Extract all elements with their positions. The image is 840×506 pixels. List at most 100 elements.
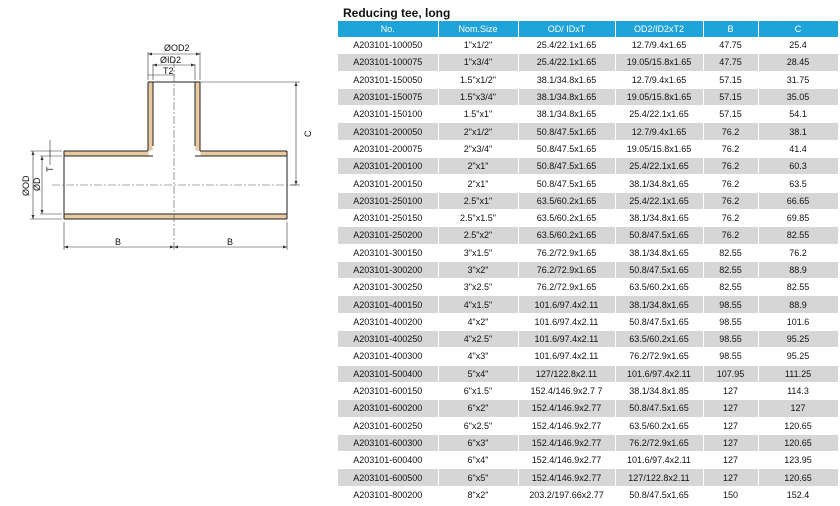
table-row: A203101-200050 2"x1/2" 50.8/47.5x1.65 12.7/…: [338, 122, 839, 141]
cell-part-number: A203101-200150: [338, 174, 439, 193]
spec-table: No. Nom.Size OD/ IDxT OD2/ID2xT2 B C A20…: [338, 21, 839, 505]
cell-od-id-t: 38.1/34.8x1.65: [518, 105, 616, 124]
cell-nom-size: 1"x3/4": [438, 53, 519, 72]
cell-b: 57.15: [703, 71, 759, 89]
cell-b: 76.2: [703, 226, 759, 245]
cell-od2-id2-t2: 25.4/22.1x1.65: [615, 157, 704, 176]
table-row: A203101-800200 8"x2" 203.2/197.66x2.77 50.8…: [338, 486, 839, 505]
cell-c: 120.65: [758, 434, 839, 453]
cell-od-id-t: 152.4/146.9x2.77: [518, 451, 616, 470]
cell-od-id-t: 38.1/34.8x1.65: [518, 71, 616, 89]
cell-b: 47.75: [703, 53, 759, 72]
cell-od2-id2-t2: 19.05/15.8x1.65: [615, 53, 704, 72]
cell-od2-id2-t2: 76.2/72.9x1.65: [615, 434, 704, 453]
cell-nom-size: 3"x2.5": [438, 278, 519, 297]
cell-nom-size: 6"x5": [438, 468, 519, 487]
cell-c: 120.65: [758, 468, 839, 487]
cell-b: 57.15: [703, 88, 759, 107]
cell-c: 31.75: [758, 71, 839, 89]
cell-part-number: A203101-600200: [338, 399, 439, 418]
table-row: A203101-600500 6"x5" 152.4/146.9x2.77 127/1…: [338, 468, 839, 487]
cell-nom-size: 1.5"x1": [438, 105, 519, 124]
cell-od-id-t: 152.4/146.9x2.7 7: [518, 382, 616, 401]
cell-nom-size: 3"x2": [438, 261, 519, 280]
cell-b: 82.55: [703, 244, 759, 262]
cell-c: 95.25: [758, 347, 839, 366]
cell-part-number: A203101-600400: [338, 451, 439, 470]
cell-od2-id2-t2: 25.4/22.1x1.65: [615, 105, 704, 124]
dim-label-b-left: B: [115, 237, 121, 247]
cell-part-number: A203101-150100: [338, 105, 439, 124]
cell-od2-id2-t2: 63.5/60.2x1.65: [615, 278, 704, 297]
cell-od-id-t: 152.4/146.9x2.77: [518, 468, 616, 487]
cell-b: 82.55: [703, 278, 759, 297]
cell-part-number: A203101-100050: [338, 37, 439, 55]
cell-c: 41.4: [758, 140, 839, 159]
cell-part-number: A203101-100075: [338, 53, 439, 72]
cell-b: 76.2: [703, 157, 759, 176]
page-title: Reducing tee, long: [343, 6, 451, 20]
table-row: A203101-100075 1"x3/4" 25.4/22.1x1.65 19.05…: [338, 53, 839, 72]
cell-nom-size: 1.5"x1/2": [438, 71, 519, 89]
cell-od-id-t: 38.1/34.8x1.65: [518, 88, 616, 107]
cell-od2-id2-t2: 50.8/47.5x1.65: [615, 226, 704, 245]
dim-label-od: ØOD: [21, 175, 31, 196]
cell-od-id-t: 152.4/146.9x2.77: [518, 399, 616, 418]
cell-c: 60.3: [758, 157, 839, 176]
cell-od2-id2-t2: 50.8/47.5x1.65: [615, 486, 704, 505]
cell-b: 107.95: [703, 365, 759, 383]
column-header-b: B: [703, 21, 759, 37]
cell-b: 98.55: [703, 347, 759, 366]
run-wall-top-left: [64, 151, 149, 156]
table-row: A203101-600150 6"x1.5" 152.4/146.9x2.7 7 38…: [338, 382, 839, 401]
cell-part-number: A203101-200075: [338, 140, 439, 159]
cell-nom-size: 8"x2": [438, 486, 519, 505]
table-row: A203101-100050 1"x1/2" 25.4/22.1x1.65 12.7/…: [338, 37, 839, 55]
cell-c: 88.9: [758, 261, 839, 280]
cell-nom-size: 2"x1": [438, 174, 519, 193]
column-header-od2-id2-t2: OD2/ID2xT2: [615, 21, 704, 37]
cell-b: 98.55: [703, 295, 759, 314]
cell-od2-id2-t2: 50.8/47.5x1.65: [615, 261, 704, 280]
cell-c: 88.9: [758, 295, 839, 314]
cell-b: 150: [703, 486, 759, 505]
table-row: A203101-250100 2.5"x1" 63.5/60.2x1.65 25.4/…: [338, 192, 839, 210]
table-row: A203101-150075 1.5"x3/4" 38.1/34.8x1.65 19.…: [338, 88, 839, 107]
cell-part-number: A203101-200050: [338, 122, 439, 141]
cell-b: 76.2: [703, 122, 759, 141]
cell-od2-id2-t2: 12.7/9.4x1.65: [615, 71, 704, 89]
cell-nom-size: 2"x1/2": [438, 122, 519, 141]
table-row: A203101-400150 4"x1.5" 101.6/97.4x2.11 38.1…: [338, 295, 839, 314]
dim-label-t2: T2: [163, 66, 174, 76]
cell-od2-id2-t2: 38.1/34.8x1.65: [615, 295, 704, 314]
cell-part-number: A203101-200100: [338, 157, 439, 176]
cell-c: 127: [758, 399, 839, 418]
cell-part-number: A203101-400300: [338, 347, 439, 366]
dim-label-od2: ØOD2: [164, 43, 190, 53]
table-row: A203101-400200 4"x2" 101.6/97.4x2.11 50.8/4…: [338, 313, 839, 332]
cell-od-id-t: 101.6/97.4x2.11: [518, 347, 616, 366]
cell-c: 38.1: [758, 122, 839, 141]
dim-label-id: ØD: [32, 177, 42, 191]
table-row: A203101-200150 2"x1" 50.8/47.5x1.65 38.1/34…: [338, 174, 839, 193]
cell-od2-id2-t2: 63.5/60.2x1.65: [615, 330, 704, 349]
cell-b: 127: [703, 382, 759, 401]
cell-b: 47.75: [703, 37, 759, 55]
cell-c: 66.65: [758, 192, 839, 210]
table-row: A203101-600400 6"x4" 152.4/146.9x2.77 101.6…: [338, 451, 839, 470]
cell-part-number: A203101-400200: [338, 313, 439, 332]
cell-nom-size: 2.5"x2": [438, 226, 519, 245]
table-row: A203101-600200 6"x2" 152.4/146.9x2.77 50.8/…: [338, 399, 839, 418]
cell-c: 152.4: [758, 486, 839, 505]
cell-part-number: A203101-400150: [338, 295, 439, 314]
cell-c: 54.1: [758, 105, 839, 124]
cell-part-number: A203101-300200: [338, 261, 439, 280]
cell-nom-size: 1.5"x3/4": [438, 88, 519, 107]
cell-part-number: A203101-800200: [338, 486, 439, 505]
cell-od-id-t: 63.5/60.2x1.65: [518, 209, 616, 228]
cell-nom-size: 6"x1.5": [438, 382, 519, 401]
cell-b: 76.2: [703, 209, 759, 228]
cell-nom-size: 2.5"x1.5": [438, 209, 519, 228]
cell-c: 69.85: [758, 209, 839, 228]
cell-b: 127: [703, 468, 759, 487]
